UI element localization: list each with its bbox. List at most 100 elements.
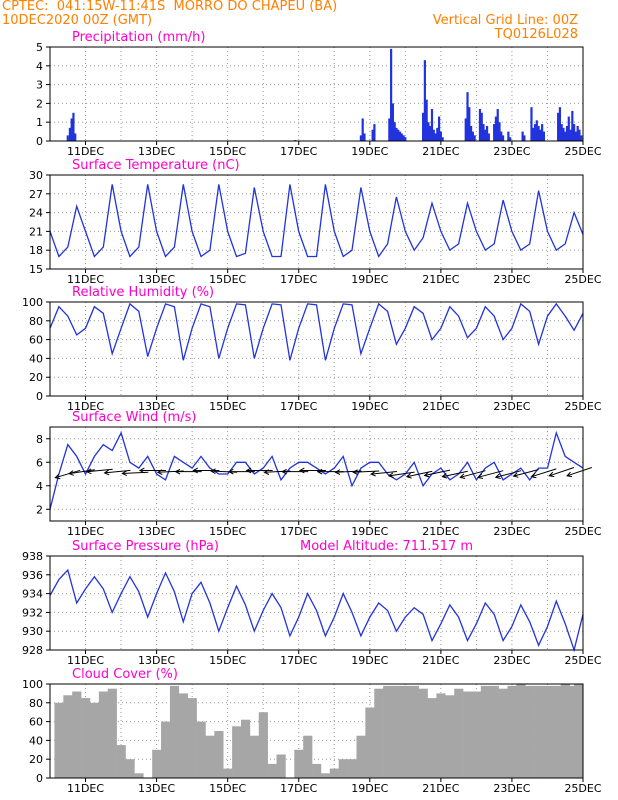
cloud-bar	[347, 759, 357, 778]
station-title: CPTEC: 041:15W-11:41S MORRO DO CHAPEU (B…	[2, 0, 338, 14]
wind-frame	[49, 426, 584, 522]
cloud-xtick-label: 23DEC	[493, 782, 530, 795]
precip-bar	[68, 127, 71, 141]
precip-bar	[441, 137, 444, 141]
cloud-bar	[383, 685, 393, 778]
wind-vector	[121, 470, 149, 477]
wind-vector	[174, 468, 202, 475]
precip-bar	[567, 116, 570, 141]
press-xtick-label: 13DEC	[138, 654, 175, 667]
cloud-bar	[507, 685, 517, 778]
model-altitude-label: Model Altitude: 711.517 m	[300, 539, 473, 554]
precip-bar	[530, 107, 533, 141]
precip-bar	[397, 129, 400, 141]
cloud-bar	[427, 698, 437, 778]
precip-bar	[425, 99, 428, 141]
wind-vector	[441, 470, 468, 479]
cloud-bar	[161, 721, 171, 778]
wind-vector	[476, 470, 504, 479]
cloud-bar	[134, 773, 144, 778]
wind-vector	[387, 471, 415, 479]
precip-bar	[404, 137, 407, 141]
precip-bar	[487, 133, 490, 141]
cloud-ytick-label: 0	[36, 772, 43, 785]
temp-xtick-label: 23DEC	[493, 273, 530, 286]
precip-bar	[496, 109, 499, 141]
cloud-bar	[196, 721, 206, 778]
wind-xtick-label: 15DEC	[209, 525, 246, 538]
precip-bar	[535, 120, 538, 141]
precip-bar	[393, 122, 396, 141]
press-ytick-label: 932	[22, 606, 43, 619]
press-ytick-label: 938	[22, 550, 43, 563]
precip-bar	[576, 125, 579, 141]
temp-ytick-label: 30	[29, 169, 43, 182]
cloud-bar	[107, 688, 117, 778]
init-time: 10DEC2020 00Z (GMT)	[2, 13, 153, 28]
cloud-bar	[223, 768, 233, 778]
precip-bar	[494, 116, 498, 141]
temp-xtick-label: 15DEC	[209, 273, 246, 286]
cloud-bar	[356, 735, 366, 778]
wind-vector	[316, 468, 344, 475]
temp-panel	[46, 174, 584, 273]
cloud-bar	[574, 684, 584, 778]
precip-bar	[539, 129, 542, 141]
press-xtick-label: 23DEC	[493, 654, 530, 667]
cloud-bar	[329, 768, 340, 778]
precip-bar	[521, 131, 524, 141]
rh-ytick-label: 80	[29, 315, 43, 328]
cloud-bar	[436, 693, 446, 778]
wind-vector	[68, 469, 95, 476]
wind-xtick-label: 11DEC	[67, 525, 104, 538]
wind-vector	[54, 469, 81, 480]
cloud-bar	[258, 712, 268, 778]
temp-xtick-label: 17DEC	[280, 273, 317, 286]
precip-bar	[541, 124, 544, 141]
wind-vector	[530, 468, 557, 479]
precip-bar	[480, 112, 483, 141]
precip-bar	[468, 107, 471, 141]
cloud-bar	[214, 731, 224, 778]
cloud-ytick-label: 80	[29, 697, 43, 710]
rh-ytick-label: 20	[29, 371, 43, 384]
precip-bar	[493, 124, 496, 141]
temp-ytick-label: 15	[29, 263, 43, 276]
cloud-bar	[72, 691, 82, 778]
cloud-bar	[152, 749, 162, 778]
wind-ytick-label: 6	[36, 456, 43, 469]
temp-title: Surface Temperature (nC)	[72, 158, 240, 173]
precip-bar	[436, 127, 439, 141]
precip-bar	[373, 124, 376, 141]
wind-xtick-label: 13DEC	[138, 525, 175, 538]
precip-bar	[423, 60, 426, 141]
cloud-bar	[463, 691, 473, 778]
precip-bar	[482, 124, 485, 141]
cloud-panel	[46, 683, 584, 782]
cloud-bar	[480, 685, 491, 778]
cloud-bar	[232, 726, 242, 778]
rh-frame	[49, 301, 584, 397]
precip-xtick-label: 19DEC	[351, 145, 388, 158]
wind-vector	[227, 468, 255, 475]
precip-xtick-label: 21DEC	[422, 145, 459, 158]
cloud-ytick-label: 60	[29, 716, 43, 729]
precip-bar	[66, 135, 69, 141]
precip-bar	[501, 135, 505, 141]
wind-title: Surface Wind (m/s)	[72, 410, 196, 425]
cloud-bar	[81, 698, 91, 778]
press-frame	[49, 555, 584, 651]
precip-bar	[469, 125, 473, 141]
cloud-xtick-label: 17DEC	[280, 782, 317, 795]
precip-bar	[574, 131, 577, 141]
precip-title: Precipitation (mm/h)	[72, 30, 205, 45]
precip-ytick-label: 1	[36, 116, 43, 129]
cloud-bar	[338, 759, 348, 778]
model-id: TQ0126L028	[494, 27, 578, 42]
temp-xtick-label: 25DEC	[564, 273, 601, 286]
cloud-bar	[89, 702, 100, 778]
press-ytick-label: 934	[22, 588, 43, 601]
cloud-bar	[249, 735, 260, 778]
cloud-xtick-label: 15DEC	[209, 782, 246, 795]
grid-line-note: Vertical Grid Line: 00Z	[432, 13, 578, 28]
